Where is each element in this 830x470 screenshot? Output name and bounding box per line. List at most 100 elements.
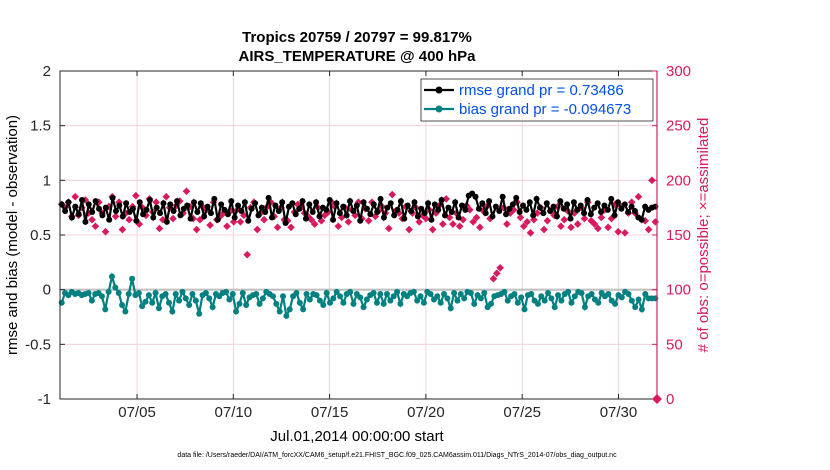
rmse-point: [309, 209, 316, 216]
rmse-point: [492, 203, 499, 210]
obs-count-point: [466, 206, 474, 214]
obs-count-point: [469, 218, 477, 226]
rmse-point: [557, 198, 564, 205]
bias-point: [565, 288, 572, 295]
bias-point: [394, 288, 401, 295]
rmse-point: [224, 211, 231, 218]
bias-point: [441, 291, 448, 298]
bias-point: [387, 297, 394, 304]
rmse-point: [574, 206, 581, 213]
bias-point: [326, 299, 333, 306]
rmse-point: [414, 213, 421, 220]
y-axis-right: 0 50 100 150 200 250 300: [652, 63, 691, 408]
bias-point: [239, 289, 246, 296]
obs-count-point: [604, 223, 612, 232]
bias-point: [340, 299, 347, 306]
bias-point: [628, 297, 635, 304]
y-left-tick-label: -0.5: [25, 336, 51, 353]
x-tick-label: 07/10: [215, 404, 253, 421]
bias-point: [259, 295, 266, 302]
rmse-point: [265, 194, 272, 201]
bias-point: [347, 288, 354, 295]
rmse-point: [336, 210, 343, 217]
bias-point: [243, 301, 250, 308]
bias-point: [88, 297, 95, 304]
rmse-point: [638, 216, 645, 223]
legend-entry-bias: bias grand pr = -0.094673: [424, 101, 631, 118]
obs-count-point: [597, 213, 606, 222]
rmse-point: [523, 206, 530, 213]
y-left-tick-label: -1: [38, 391, 51, 408]
bias-point: [306, 296, 313, 303]
bias-point: [269, 293, 276, 300]
obs-count-point: [111, 212, 120, 221]
bias-point: [330, 295, 337, 302]
obs-count-point: [337, 213, 346, 222]
bias-point: [501, 288, 508, 295]
obs-count-point: [472, 213, 481, 222]
rmse-point: [448, 209, 455, 216]
rmse-point: [187, 215, 194, 222]
rmse-point: [357, 217, 364, 224]
bias-point: [323, 289, 330, 296]
rmse-point: [462, 206, 469, 213]
rmse-point: [313, 199, 320, 206]
rmse-point: [282, 219, 289, 226]
bias-point: [112, 284, 119, 291]
rmse-point: [258, 204, 265, 211]
rmse-point: [292, 211, 299, 218]
bias-point: [461, 295, 468, 302]
legend-bias-marker: [435, 105, 443, 113]
bias-point: [169, 308, 176, 315]
rmse-point: [316, 213, 323, 220]
bias-point: [571, 293, 578, 300]
bias-point: [276, 308, 283, 315]
legend-box: [420, 78, 654, 122]
bias-point: [541, 297, 548, 304]
rmse-point: [614, 199, 621, 206]
bias-point: [236, 300, 243, 307]
rmse-point: [119, 213, 126, 220]
bias-point: [410, 288, 417, 295]
y-left-tick-label: 1.5: [30, 118, 51, 135]
rmse-point: [326, 197, 333, 204]
x-axis: 07/05 07/10 07/15 07/20 07/25 07/30: [118, 71, 637, 421]
rmse-point: [570, 199, 577, 206]
rmse-point: [299, 198, 306, 205]
rmse-point: [231, 214, 238, 221]
bias-point: [179, 288, 186, 295]
rmse-point: [472, 193, 479, 200]
rmse-point: [197, 200, 204, 207]
rmse-point: [496, 207, 503, 214]
rmse-point: [360, 199, 367, 206]
rmse-point: [235, 202, 242, 209]
y-left-tick-label: 0: [43, 282, 51, 299]
obs-count-point: [94, 198, 103, 206]
rmse-point: [150, 214, 157, 221]
obs-count-point: [310, 220, 319, 228]
y-right-tick-label: 300: [666, 63, 691, 80]
rmse-point: [143, 206, 150, 213]
rmse-point: [109, 194, 116, 201]
bias-point: [363, 296, 370, 303]
y-axis-left-label: rmse and bias (model - observation): [4, 115, 21, 355]
obs-count-point: [590, 220, 599, 228]
obs-count-point: [614, 227, 623, 236]
bias-point: [357, 294, 364, 301]
legend-entry-rmse: rmse grand pr = 0.73486: [424, 82, 624, 99]
bias-point: [444, 295, 451, 302]
bias-point: [528, 291, 535, 298]
rmse-point: [455, 214, 462, 221]
bias-point: [152, 289, 159, 296]
rmse-point: [79, 197, 86, 204]
bias-point: [373, 299, 380, 306]
obs-count-point: [422, 214, 430, 223]
bias-point: [253, 291, 260, 298]
rmse-point: [547, 207, 554, 214]
rmse-point: [621, 201, 628, 208]
rmse-point: [184, 202, 191, 209]
bias-point: [125, 291, 132, 298]
obs-count-point: [476, 223, 484, 232]
rmse-point: [404, 202, 411, 209]
